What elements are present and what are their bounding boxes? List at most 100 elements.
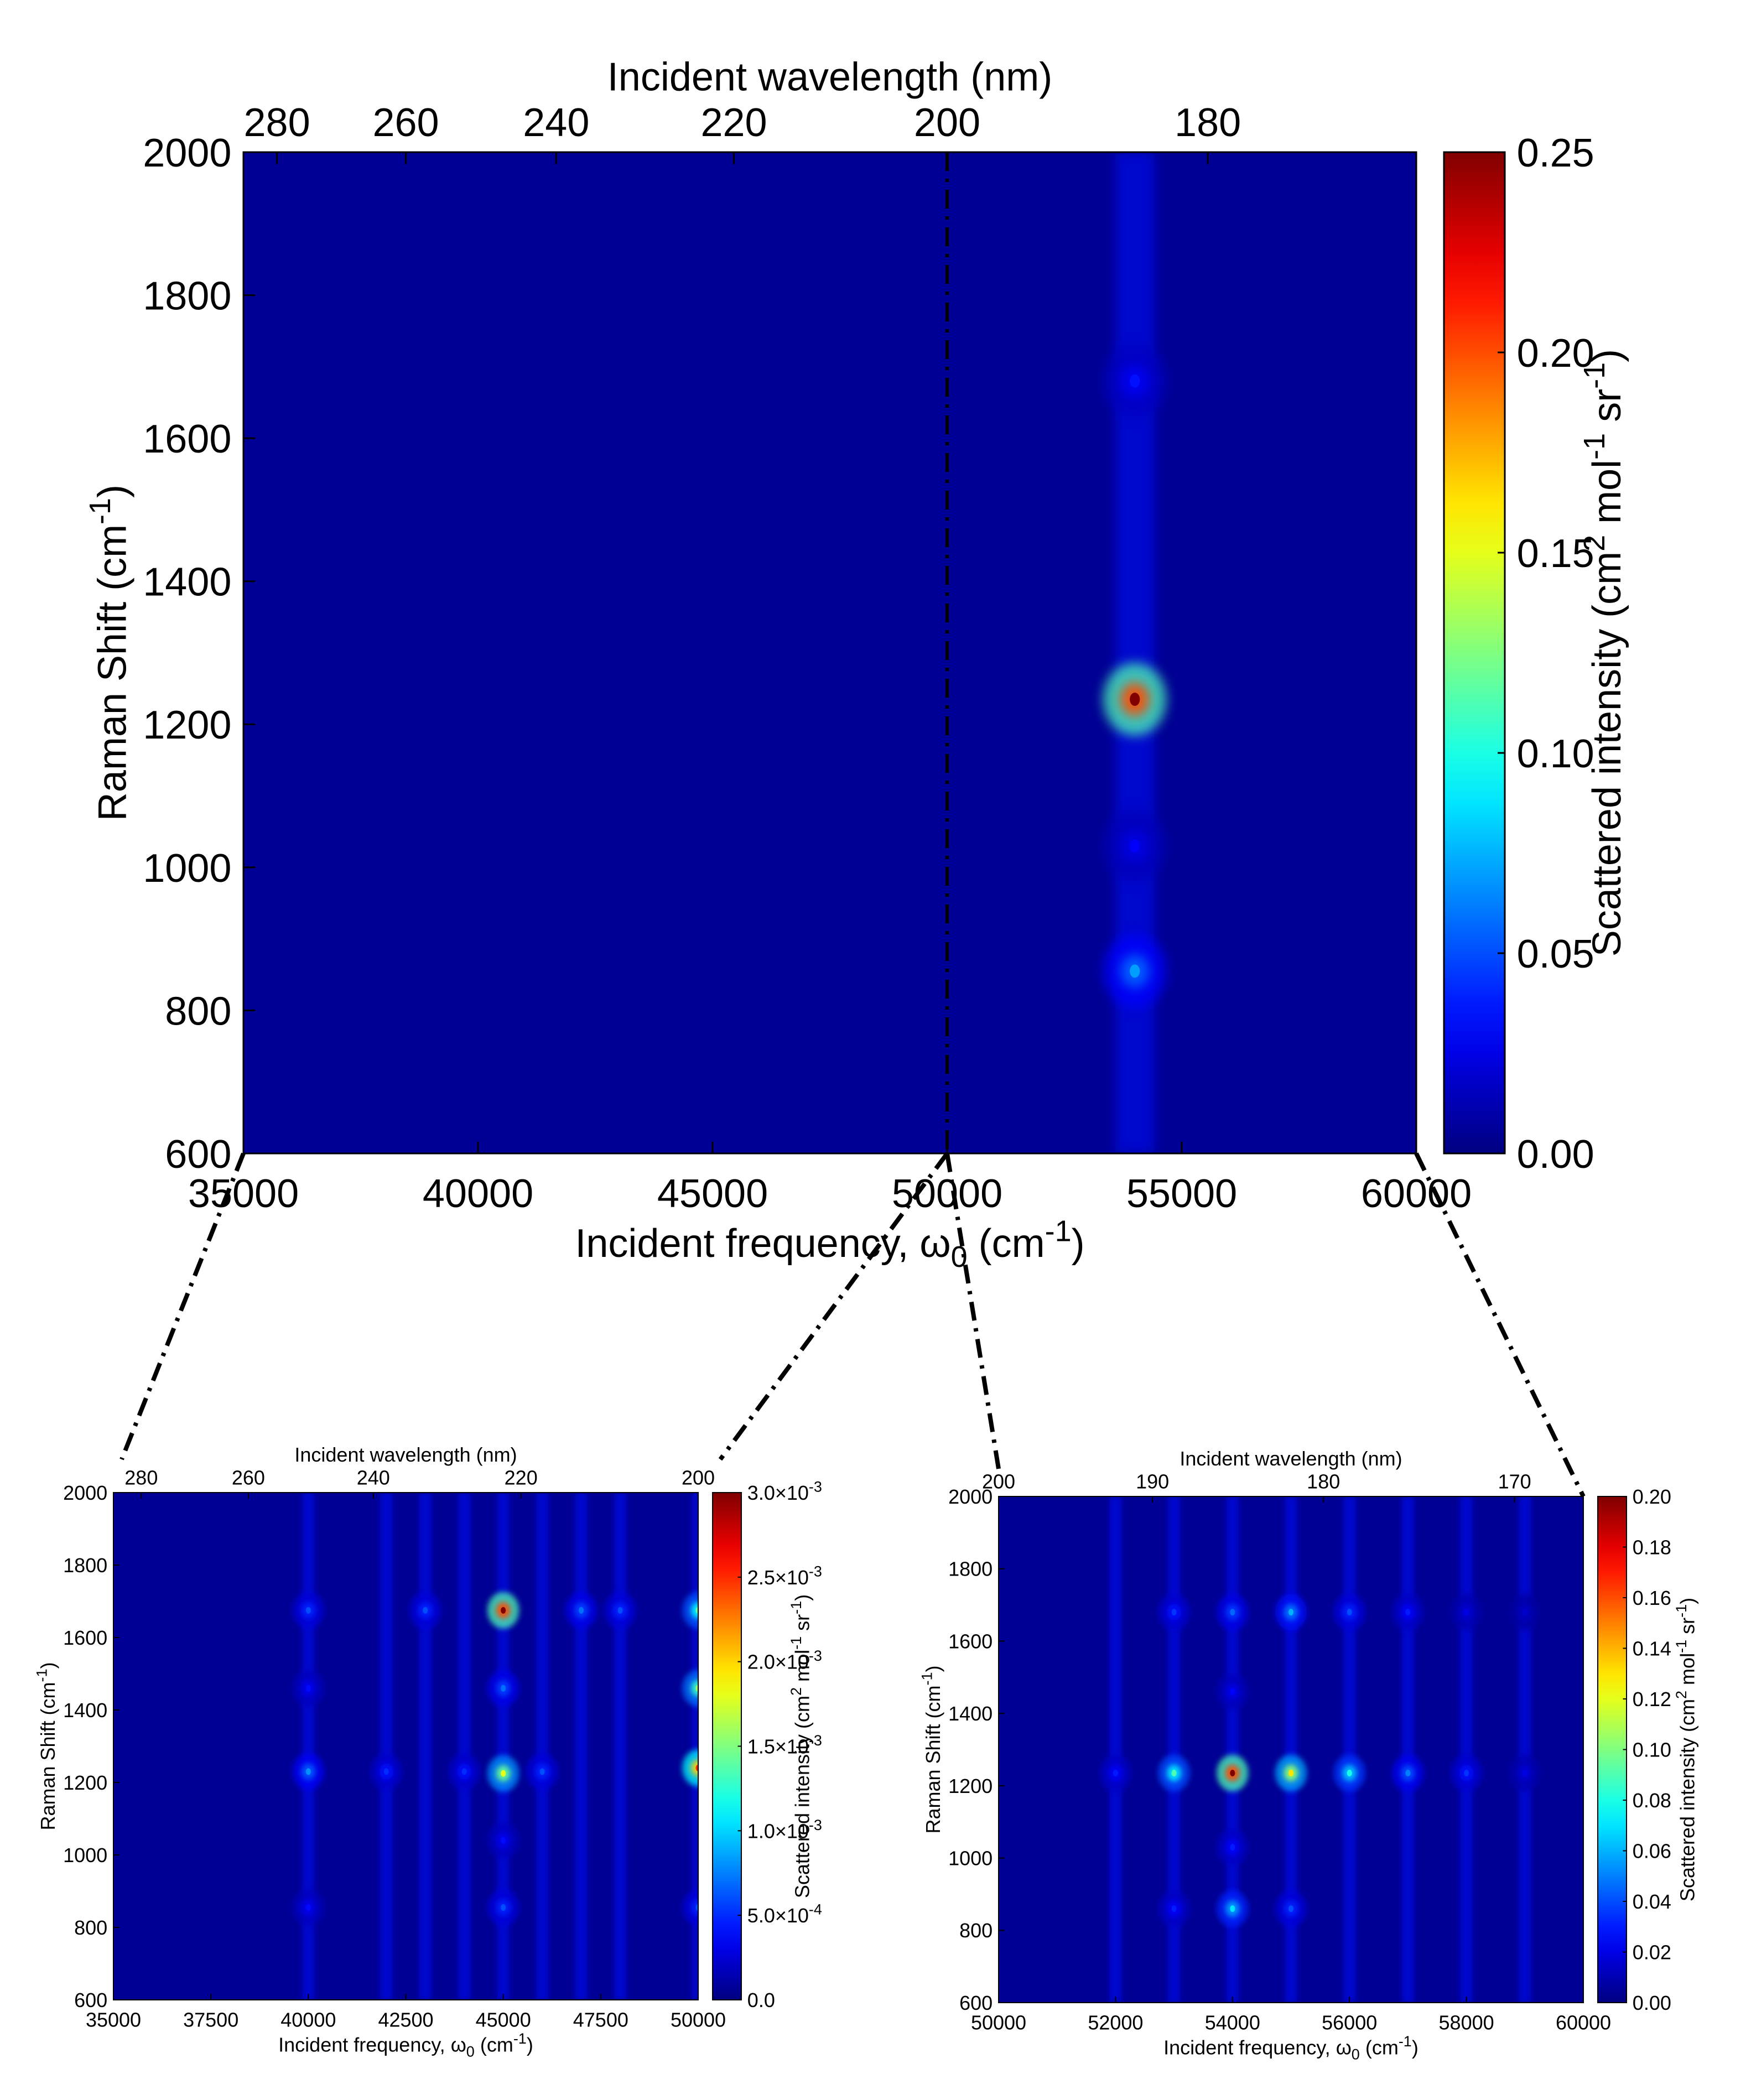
x-axis-title: Incident frequency, ω0 (cm-1) <box>575 1214 1084 1273</box>
peak-core <box>1405 1769 1411 1776</box>
peak-core <box>1522 1769 1527 1776</box>
y-tick-label: 1200 <box>948 1775 993 1797</box>
colorbar-tick-label: 0.10 <box>1517 732 1594 776</box>
y-tick-label: 800 <box>959 1919 993 1942</box>
x-tick-label: 35000 <box>188 1172 299 1216</box>
peak-halo <box>682 1670 698 1707</box>
x-tick-label: 40000 <box>280 2009 336 2031</box>
y-tick-label: 1600 <box>63 1626 107 1649</box>
peak-core <box>423 1607 428 1614</box>
panel-main: 35000 40000 45000 50000 55000 60000 600 800 1000… <box>84 55 1629 1273</box>
colorbar-tick-label: 1.0×10-3 <box>747 1817 822 1842</box>
x-tick-label: 50000 <box>671 2009 726 2031</box>
y-tick-label: 800 <box>165 989 231 1033</box>
peak-core <box>1171 1905 1177 1912</box>
peak-core <box>1288 1905 1294 1912</box>
top-tick-label: 240 <box>523 101 589 145</box>
top-tick-label: 200 <box>682 1467 715 1489</box>
excitation-band <box>1460 1496 1473 2003</box>
peak <box>691 1680 698 1697</box>
top-tick-label: 200 <box>914 101 980 145</box>
plot-frame <box>998 1496 1584 2003</box>
top-tick-label: 220 <box>700 101 767 145</box>
x-tick-label: 37500 <box>183 2009 238 2031</box>
top-tick-label: 240 <box>357 1467 390 1489</box>
peak-core <box>617 1607 623 1614</box>
peak <box>691 1759 698 1776</box>
heatmap-layer <box>1099 1496 1541 2003</box>
colorbar-tick-label: 2.0×10-3 <box>747 1647 822 1673</box>
excitation-band <box>380 1493 393 2000</box>
peak-core <box>501 1904 506 1911</box>
y-tick-label: 1000 <box>63 1844 107 1867</box>
x-tick-label: 60000 <box>1556 2011 1611 2034</box>
top-axis-title: Incident wavelength (nm) <box>294 1443 517 1466</box>
y-tick-label: 1000 <box>948 1847 993 1870</box>
peak-core <box>1464 1609 1469 1616</box>
peak-halo <box>682 1749 698 1786</box>
heatmap-layer <box>292 1493 698 2000</box>
peak <box>691 1899 698 1916</box>
peak-core <box>695 1607 698 1614</box>
connector-line <box>718 1152 949 1461</box>
colorbar-tick-label: 0.14 <box>1633 1637 1671 1660</box>
peak-core <box>1347 1609 1352 1616</box>
colorbar-tick-label: 0.0 <box>747 1989 775 2011</box>
peak-core <box>383 1768 389 1775</box>
connector-line <box>945 1153 1001 1469</box>
excitation-band <box>419 1493 432 2000</box>
y-tick-label: 1400 <box>143 560 231 605</box>
peak-core <box>1230 1609 1235 1616</box>
peak-core <box>1230 1769 1235 1776</box>
colorbar-tick-label: 0.16 <box>1633 1587 1671 1609</box>
excitation-band <box>1343 1496 1356 2003</box>
excitation-band <box>575 1493 588 2000</box>
peak-core <box>305 1768 311 1775</box>
top-tick-label: 260 <box>232 1467 265 1489</box>
x-tick-label: 50000 <box>971 2011 1026 2034</box>
top-axis-title: Incident wavelength (nm) <box>1180 1447 1402 1470</box>
peak-core <box>1522 1609 1527 1616</box>
y-tick-label: 1200 <box>63 1771 107 1794</box>
x-tick-label: 45000 <box>476 2009 531 2031</box>
excitation-band <box>536 1493 549 2000</box>
top-tick-label: 180 <box>1175 101 1241 145</box>
y-tick-label: 600 <box>959 1992 993 2014</box>
peak-core <box>539 1768 545 1775</box>
peak-core <box>305 1904 311 1911</box>
top-tick-label: 200 <box>982 1470 1015 1493</box>
peak-core <box>1347 1769 1352 1776</box>
y-tick-label: 1600 <box>143 417 231 461</box>
excitation-band <box>458 1493 471 2000</box>
x-tick-label: 35000 <box>86 2009 141 2031</box>
y-tick-label: 800 <box>74 1916 107 1939</box>
peak-core <box>1171 1769 1177 1776</box>
excitation-band <box>1401 1496 1414 2003</box>
colorbar-tick-label: 0.15 <box>1517 532 1594 576</box>
top-axis-title: Incident wavelength (nm) <box>607 55 1052 99</box>
peak-core <box>501 1837 506 1844</box>
y-tick-label: 1400 <box>63 1699 107 1722</box>
peak-core <box>695 1904 698 1911</box>
x-axis-title: Incident frequency, ω0 (cm-1) <box>1163 2033 1419 2062</box>
colorbar-tick-label: 0.20 <box>1517 331 1594 376</box>
x-tick-label: 52000 <box>1088 2011 1143 2034</box>
colorbar-tick-label: 3.0×10-3 <box>747 1479 822 1504</box>
y-tick-label: 600 <box>165 1132 231 1177</box>
colorbar-tick-label: 0.02 <box>1633 1941 1671 1963</box>
top-tick-label: 190 <box>1136 1470 1169 1493</box>
connector-line <box>119 1152 246 1460</box>
x-tick-label: 54000 <box>1205 2011 1260 2034</box>
y-tick-label: 2000 <box>143 131 231 175</box>
colorbar-tick-label: 0.05 <box>1517 932 1594 976</box>
y-tick-label: 600 <box>74 1989 107 2011</box>
y-tick-label: 1600 <box>948 1630 993 1652</box>
peak-core <box>1405 1609 1411 1616</box>
y-tick-label: 1800 <box>143 274 231 318</box>
colorbar-title: Scattered intensity (cm2 mol-1 sr-1) <box>1673 1598 1698 1901</box>
y-tick-label: 1800 <box>63 1554 107 1577</box>
y-tick-label: 1000 <box>143 846 231 891</box>
y-axis-title: Raman Shift (cm-1) <box>918 1665 944 1833</box>
colorbar-tick-label: 0.00 <box>1517 1132 1594 1177</box>
colorbar-tick-label: 0.00 <box>1633 1992 1671 2014</box>
